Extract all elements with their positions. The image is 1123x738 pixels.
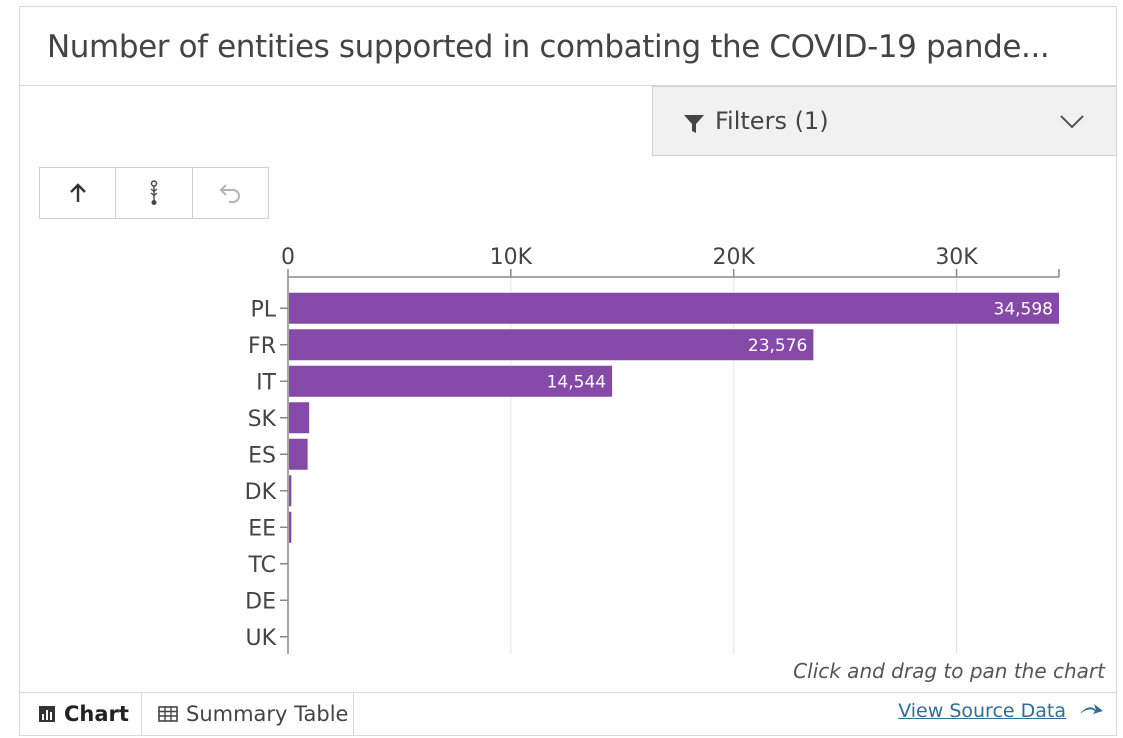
- category-label: TC: [247, 553, 276, 578]
- data-label: 23,576: [748, 336, 807, 356]
- undo-icon: [219, 184, 241, 203]
- sort-toggle-icon: [150, 180, 158, 205]
- category-label: EE: [248, 516, 276, 541]
- bottom-bar: Chart Summary Table View Source Data: [20, 692, 1116, 735]
- bar[interactable]: [289, 475, 292, 507]
- x-tick-label: 20K: [712, 245, 755, 270]
- x-tick-label: 10K: [490, 245, 533, 270]
- category-label: PL: [250, 297, 276, 322]
- view-source-data-label: View Source Data: [898, 700, 1066, 722]
- data-label: 34,598: [994, 299, 1053, 319]
- category-label: ES: [248, 443, 276, 468]
- arrow-right-icon: [1080, 704, 1103, 714]
- category-label: SK: [248, 407, 277, 432]
- bar-chart[interactable]: 0 10K 20K 30K PL 34,598 FR 23,576 IT 14,544 SK ES DK…: [20, 222, 1116, 662]
- tab-summary-table[interactable]: Summary Table: [142, 693, 354, 735]
- chart-icon: [39, 706, 55, 722]
- category-label: DK: [245, 480, 277, 505]
- bar[interactable]: [289, 511, 292, 543]
- category-label: DE: [245, 589, 276, 614]
- bar[interactable]: [289, 292, 1059, 324]
- category-label: IT: [256, 370, 276, 395]
- funnel-icon: [684, 115, 704, 133]
- title-bar: Number of entities supported in combatin…: [20, 7, 1116, 86]
- chart-toolbar: [39, 167, 269, 219]
- category-label: FR: [248, 334, 276, 359]
- sort-order-button[interactable]: [116, 168, 193, 218]
- view-source-data-link[interactable]: View Source Data: [898, 700, 1104, 722]
- bar[interactable]: [289, 438, 308, 470]
- bar[interactable]: [289, 402, 310, 434]
- data-label: 14,544: [547, 372, 606, 392]
- filters-label: Filters (1): [715, 107, 829, 135]
- table-icon: [158, 706, 178, 722]
- pan-hint: Click and drag to pan the chart: [793, 659, 1105, 683]
- sort-ascending-button[interactable]: [40, 168, 117, 218]
- tab-chart[interactable]: Chart: [20, 693, 142, 735]
- filters-dropdown[interactable]: Filters (1): [652, 86, 1117, 156]
- x-tick-label: 0: [281, 245, 295, 270]
- bar[interactable]: [289, 365, 613, 397]
- undo-button[interactable]: [193, 168, 268, 218]
- chart-widget: Number of entities supported in combatin…: [19, 6, 1117, 736]
- tab-summary-table-label: Summary Table: [186, 702, 349, 726]
- bar[interactable]: [289, 329, 814, 361]
- x-tick-label: 30K: [935, 245, 978, 270]
- tab-chart-label: Chart: [64, 702, 129, 726]
- chevron-down-icon: [1060, 115, 1084, 129]
- arrow-up-icon: [69, 183, 86, 202]
- chart-title: Number of entities supported in combatin…: [47, 29, 1050, 65]
- category-label: UK: [245, 626, 276, 651]
